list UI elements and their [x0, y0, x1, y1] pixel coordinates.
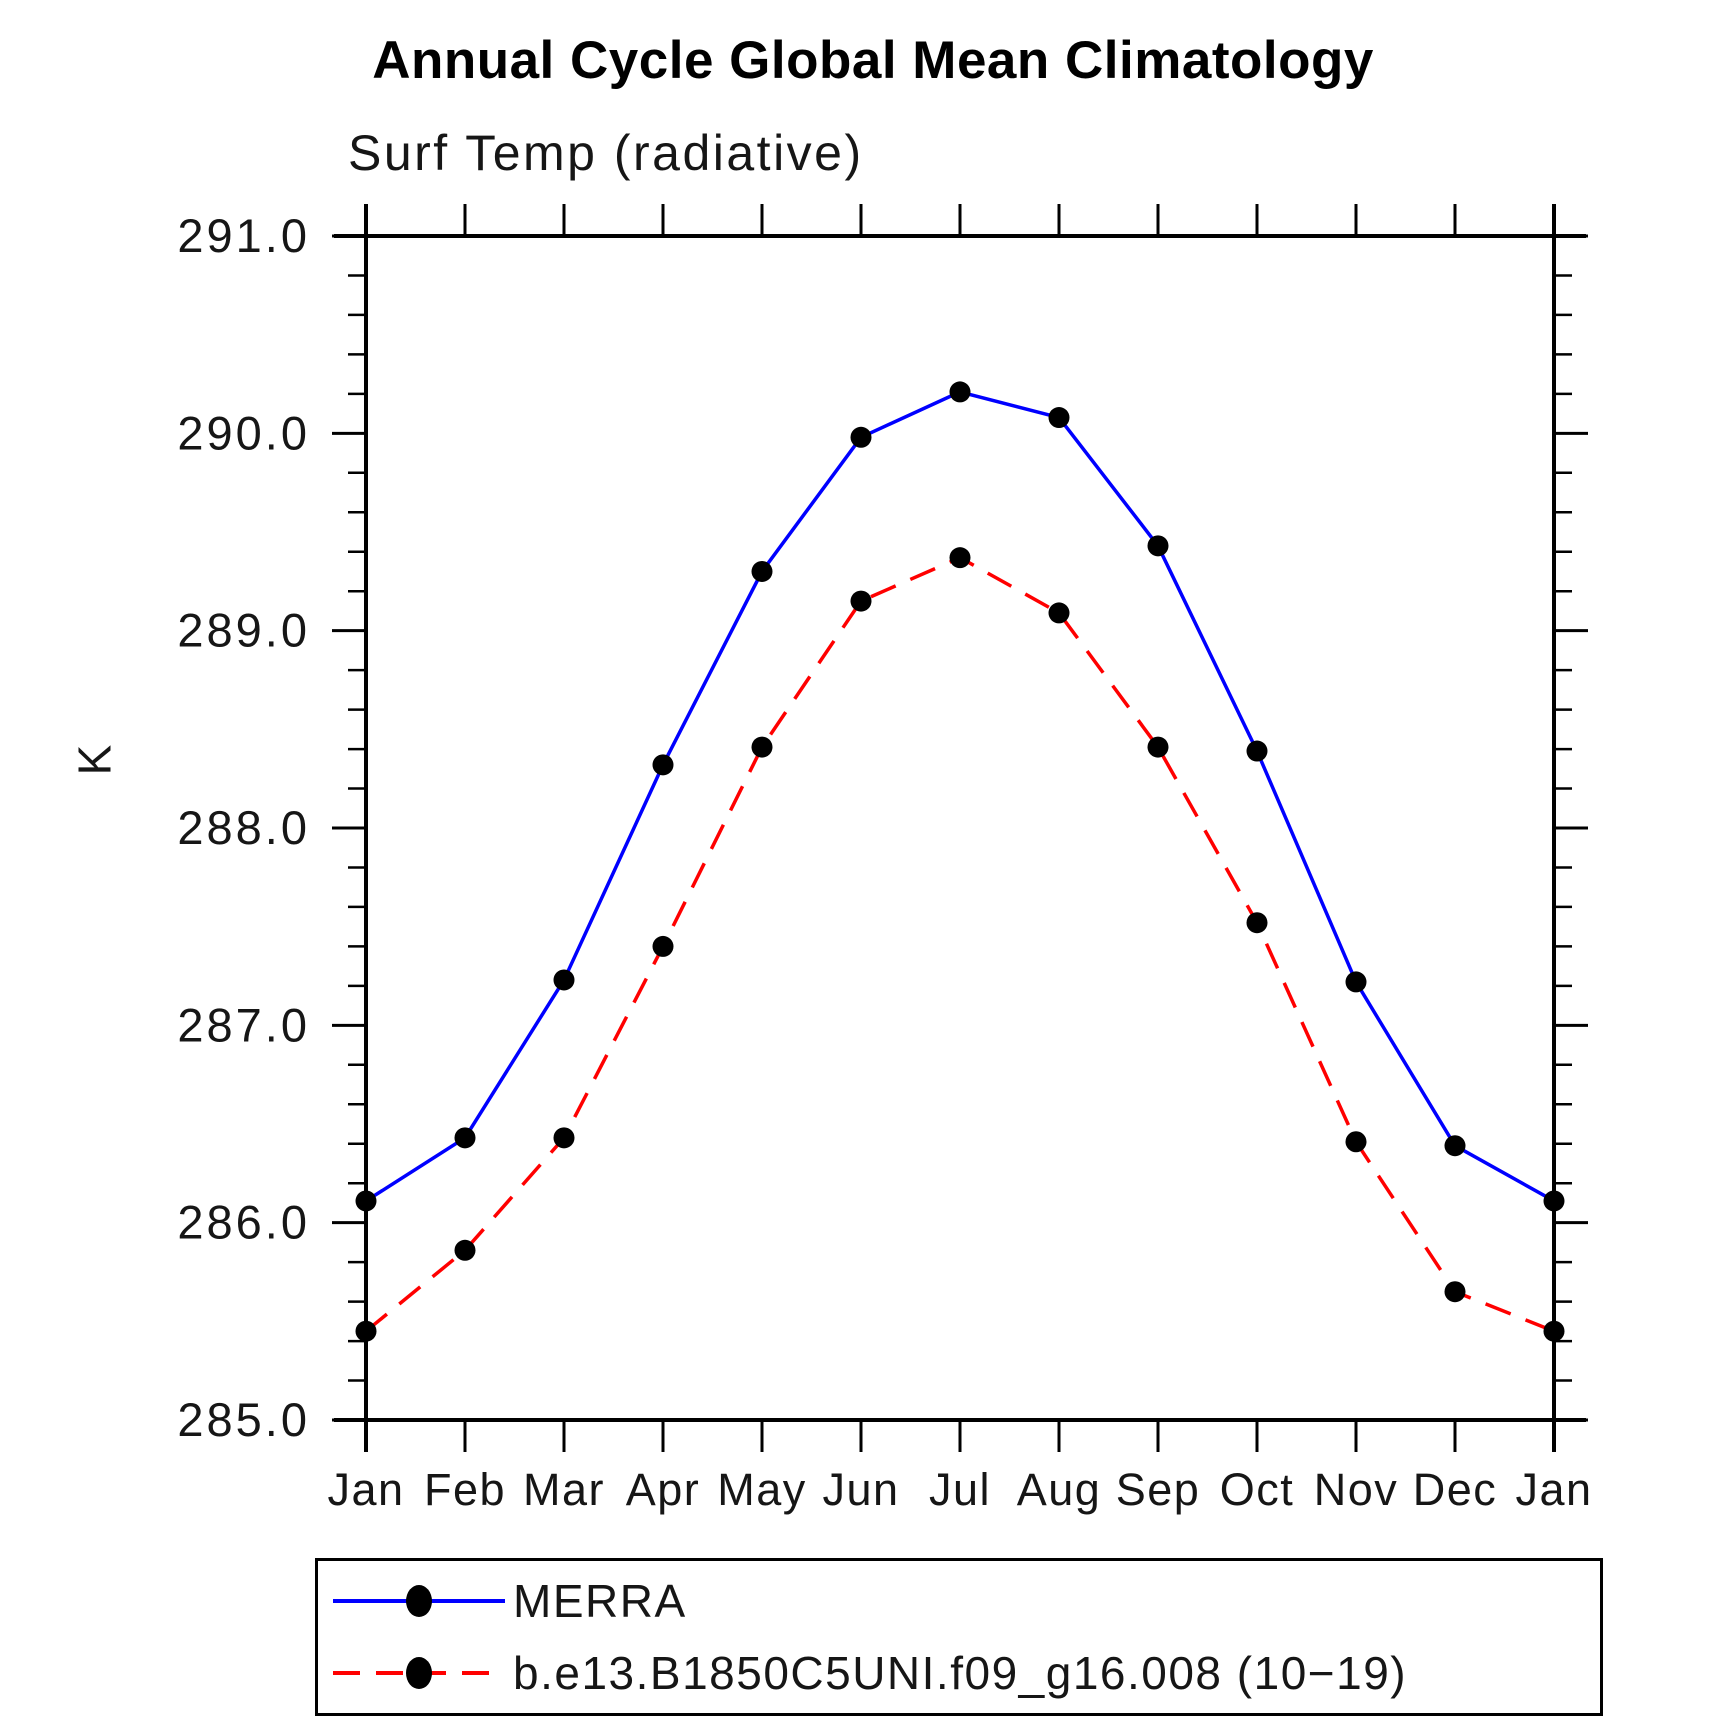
legend-row-model: b.e13.B1850C5UNI.f09_g16.008 (10−19)	[331, 1642, 1600, 1704]
x-tick-label: Sep	[1116, 1464, 1201, 1515]
merra-marker	[1147, 535, 1169, 557]
x-tick-label: Dec	[1413, 1464, 1498, 1515]
y-tick-label: 285.0	[177, 1393, 310, 1446]
merra-line	[365, 390, 1555, 1203]
y-tick-label: 287.0	[177, 998, 310, 1051]
merra-marker	[1246, 740, 1268, 762]
chart-title: Annual Cycle Global Mean Climatology	[372, 31, 1374, 90]
legend-label-model: b.e13.B1850C5UNI.f09_g16.008 (10−19)	[513, 1646, 1408, 1699]
legend-sample-merra	[333, 1585, 505, 1618]
x-tick-label: Jul	[929, 1464, 991, 1515]
x-tick-label: Jan	[1515, 1464, 1592, 1515]
x-tick-label: Aug	[1017, 1464, 1102, 1515]
merra-marker	[850, 426, 872, 448]
merra-marker	[553, 969, 575, 991]
model-marker	[949, 547, 971, 569]
merra-marker	[652, 754, 674, 776]
chart-subtitle: Surf Temp (radiative)	[348, 125, 864, 181]
model-line	[364, 555, 1555, 1333]
x-tick-label: Jan	[327, 1464, 404, 1515]
legend-marker-dot	[406, 1656, 432, 1689]
model-marker	[652, 935, 674, 957]
y-tick-label: 286.0	[177, 1196, 310, 1249]
model-marker	[1048, 602, 1070, 624]
legend-sample-model	[333, 1656, 505, 1689]
model-marker	[454, 1239, 476, 1261]
x-tick-label: Mar	[523, 1464, 605, 1515]
model-marker	[1345, 1131, 1367, 1153]
merra-marker	[1048, 407, 1070, 429]
y-tick-label: 288.0	[177, 801, 310, 854]
legend-marker-dot	[406, 1585, 432, 1618]
merra-marker	[454, 1127, 476, 1149]
model-marker	[553, 1127, 575, 1149]
model-marker	[751, 736, 773, 758]
y-tick-label: 291.0	[177, 209, 310, 262]
merra-marker	[1444, 1135, 1466, 1157]
merra-marker	[1543, 1190, 1565, 1212]
x-tick-label: Oct	[1220, 1464, 1295, 1515]
model-marker	[850, 590, 872, 612]
x-tick-label: Jun	[822, 1464, 899, 1515]
model-marker	[1246, 912, 1268, 934]
x-tick-label: Apr	[626, 1464, 701, 1515]
merra-marker	[355, 1190, 377, 1212]
model-marker	[1444, 1281, 1466, 1303]
legend-row-merra: MERRA	[331, 1570, 1600, 1632]
x-tick-label: May	[717, 1464, 807, 1515]
model-marker	[355, 1320, 377, 1342]
x-tick-label: Nov	[1314, 1464, 1399, 1515]
legend-label-merra: MERRA	[513, 1575, 687, 1628]
y-tick-label: 290.0	[177, 406, 310, 459]
merra-marker	[751, 560, 773, 582]
model-marker	[1147, 736, 1169, 758]
merra-marker	[1345, 971, 1367, 993]
x-tick-label: Feb	[424, 1464, 506, 1515]
model-marker	[1543, 1320, 1565, 1342]
y-tick-label: 289.0	[177, 604, 310, 657]
merra-marker	[949, 381, 971, 403]
legend-box: MERRA b.e13.B1850C5UNI.f09_g16.008 (10−1…	[315, 1558, 1603, 1716]
